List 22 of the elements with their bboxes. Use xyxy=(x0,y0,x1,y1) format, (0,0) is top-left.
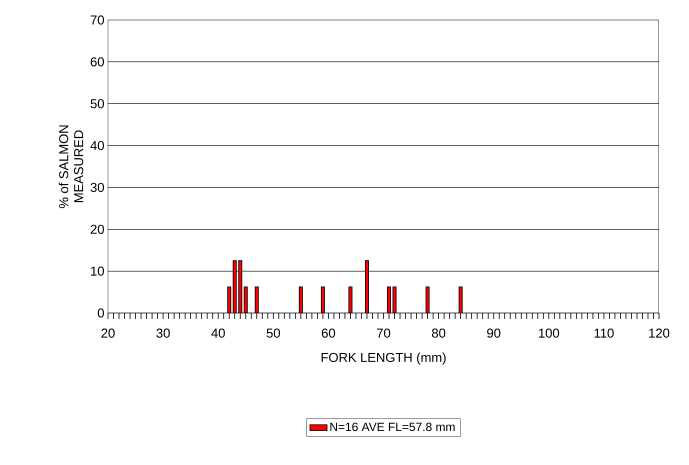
x-tick-label: 110 xyxy=(594,328,614,338)
y-tick-label: 60 xyxy=(90,57,104,66)
y-axis-title: % of SALMON MEASURED xyxy=(58,125,84,208)
y-tick-label: 30 xyxy=(90,182,104,192)
legend-label: N=16 AVE FL=57.8 mm xyxy=(330,422,455,432)
x-axis-title: FORK LENGTH (mm) xyxy=(322,352,446,365)
x-tick-label: 50 xyxy=(266,328,280,338)
x-tick-label: 120 xyxy=(649,328,670,338)
x-tick-label: 60 xyxy=(322,328,336,338)
y-tick-label: 10 xyxy=(91,266,104,276)
x-tick-label: 80 xyxy=(432,328,446,338)
x-tick-label: 40 xyxy=(211,328,225,338)
y-tick-label: 70 xyxy=(90,15,104,25)
x-tick-label: 100 xyxy=(538,328,560,338)
y-tick-label: 50 xyxy=(90,99,104,108)
x-tick-label: 90 xyxy=(487,328,500,338)
x-tick-label: 20 xyxy=(101,328,115,338)
y-tick-label: 0 xyxy=(98,308,104,318)
x-tick-label: 30 xyxy=(156,328,170,338)
y-tick-label: 20 xyxy=(90,224,104,234)
x-tick-label: 70 xyxy=(376,328,390,338)
y-tick-label: 40 xyxy=(90,140,104,150)
